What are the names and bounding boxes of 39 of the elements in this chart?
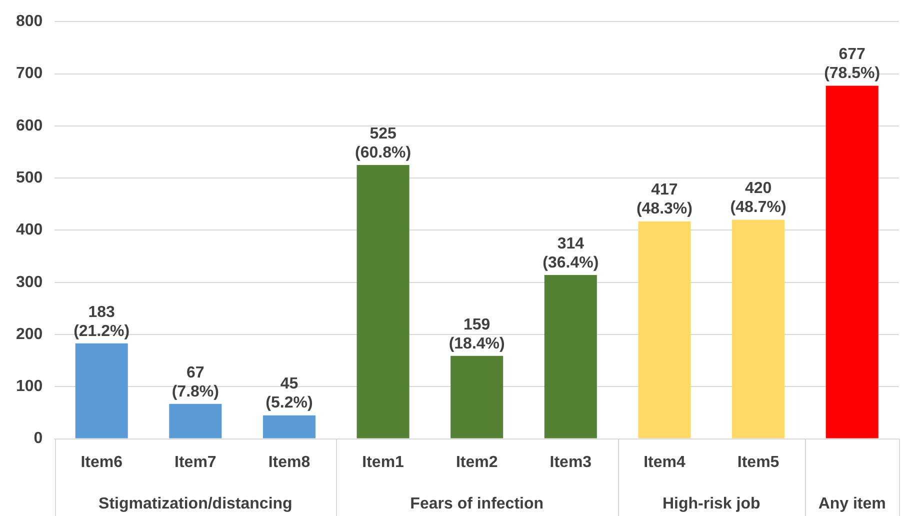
y-tick-label: 500 <box>16 169 43 186</box>
y-tick-label: 0 <box>34 430 43 448</box>
y-tick-label: 800 <box>16 13 43 30</box>
bar <box>544 275 597 438</box>
text: High-risk job <box>662 495 760 512</box>
text: Stigmatization/distancing <box>98 495 292 512</box>
bar <box>356 165 410 438</box>
data-label: 525 (60.8%) <box>355 125 412 162</box>
data-label: 159 (18.4%) <box>448 316 505 352</box>
data-label: 314 (36.4%) <box>542 235 599 272</box>
y-tick-label: 400 <box>16 222 43 239</box>
data-label: 183 (21.2%) <box>74 304 130 340</box>
bar <box>638 221 691 438</box>
x-tick-label: Item3 <box>550 454 592 471</box>
x-tick-label: Item2 <box>456 454 498 471</box>
data-label: 417 (48.3%) <box>636 182 692 218</box>
x-tick-label: Item7 <box>174 454 216 471</box>
bar <box>75 343 128 438</box>
bar <box>450 356 504 438</box>
bar <box>732 220 785 438</box>
data-label: 67 (7.8%) <box>172 364 219 400</box>
data-label: 45 (5.2%) <box>266 376 313 412</box>
y-tick-label: 700 <box>16 65 43 82</box>
x-tick-label: Item5 <box>737 454 780 471</box>
data-label: 420 (48.7%) <box>730 180 786 216</box>
data-label: 677 (78.5%) <box>824 46 880 82</box>
y-tick-label: 300 <box>16 274 43 291</box>
bar <box>262 415 316 438</box>
text: Fears of infection <box>410 495 544 512</box>
y-tick-label: 200 <box>16 326 43 343</box>
x-tick-label: Item8 <box>268 454 310 471</box>
y-tick-label: 600 <box>16 117 43 134</box>
x-tick-label: Item4 <box>644 454 686 471</box>
bar <box>169 404 222 438</box>
text: Any item <box>818 495 886 512</box>
x-tick-label: Item6 <box>80 454 123 471</box>
y-tick-label: 100 <box>16 378 43 396</box>
x-tick-label: Item1 <box>362 454 404 471</box>
bar <box>826 86 878 438</box>
